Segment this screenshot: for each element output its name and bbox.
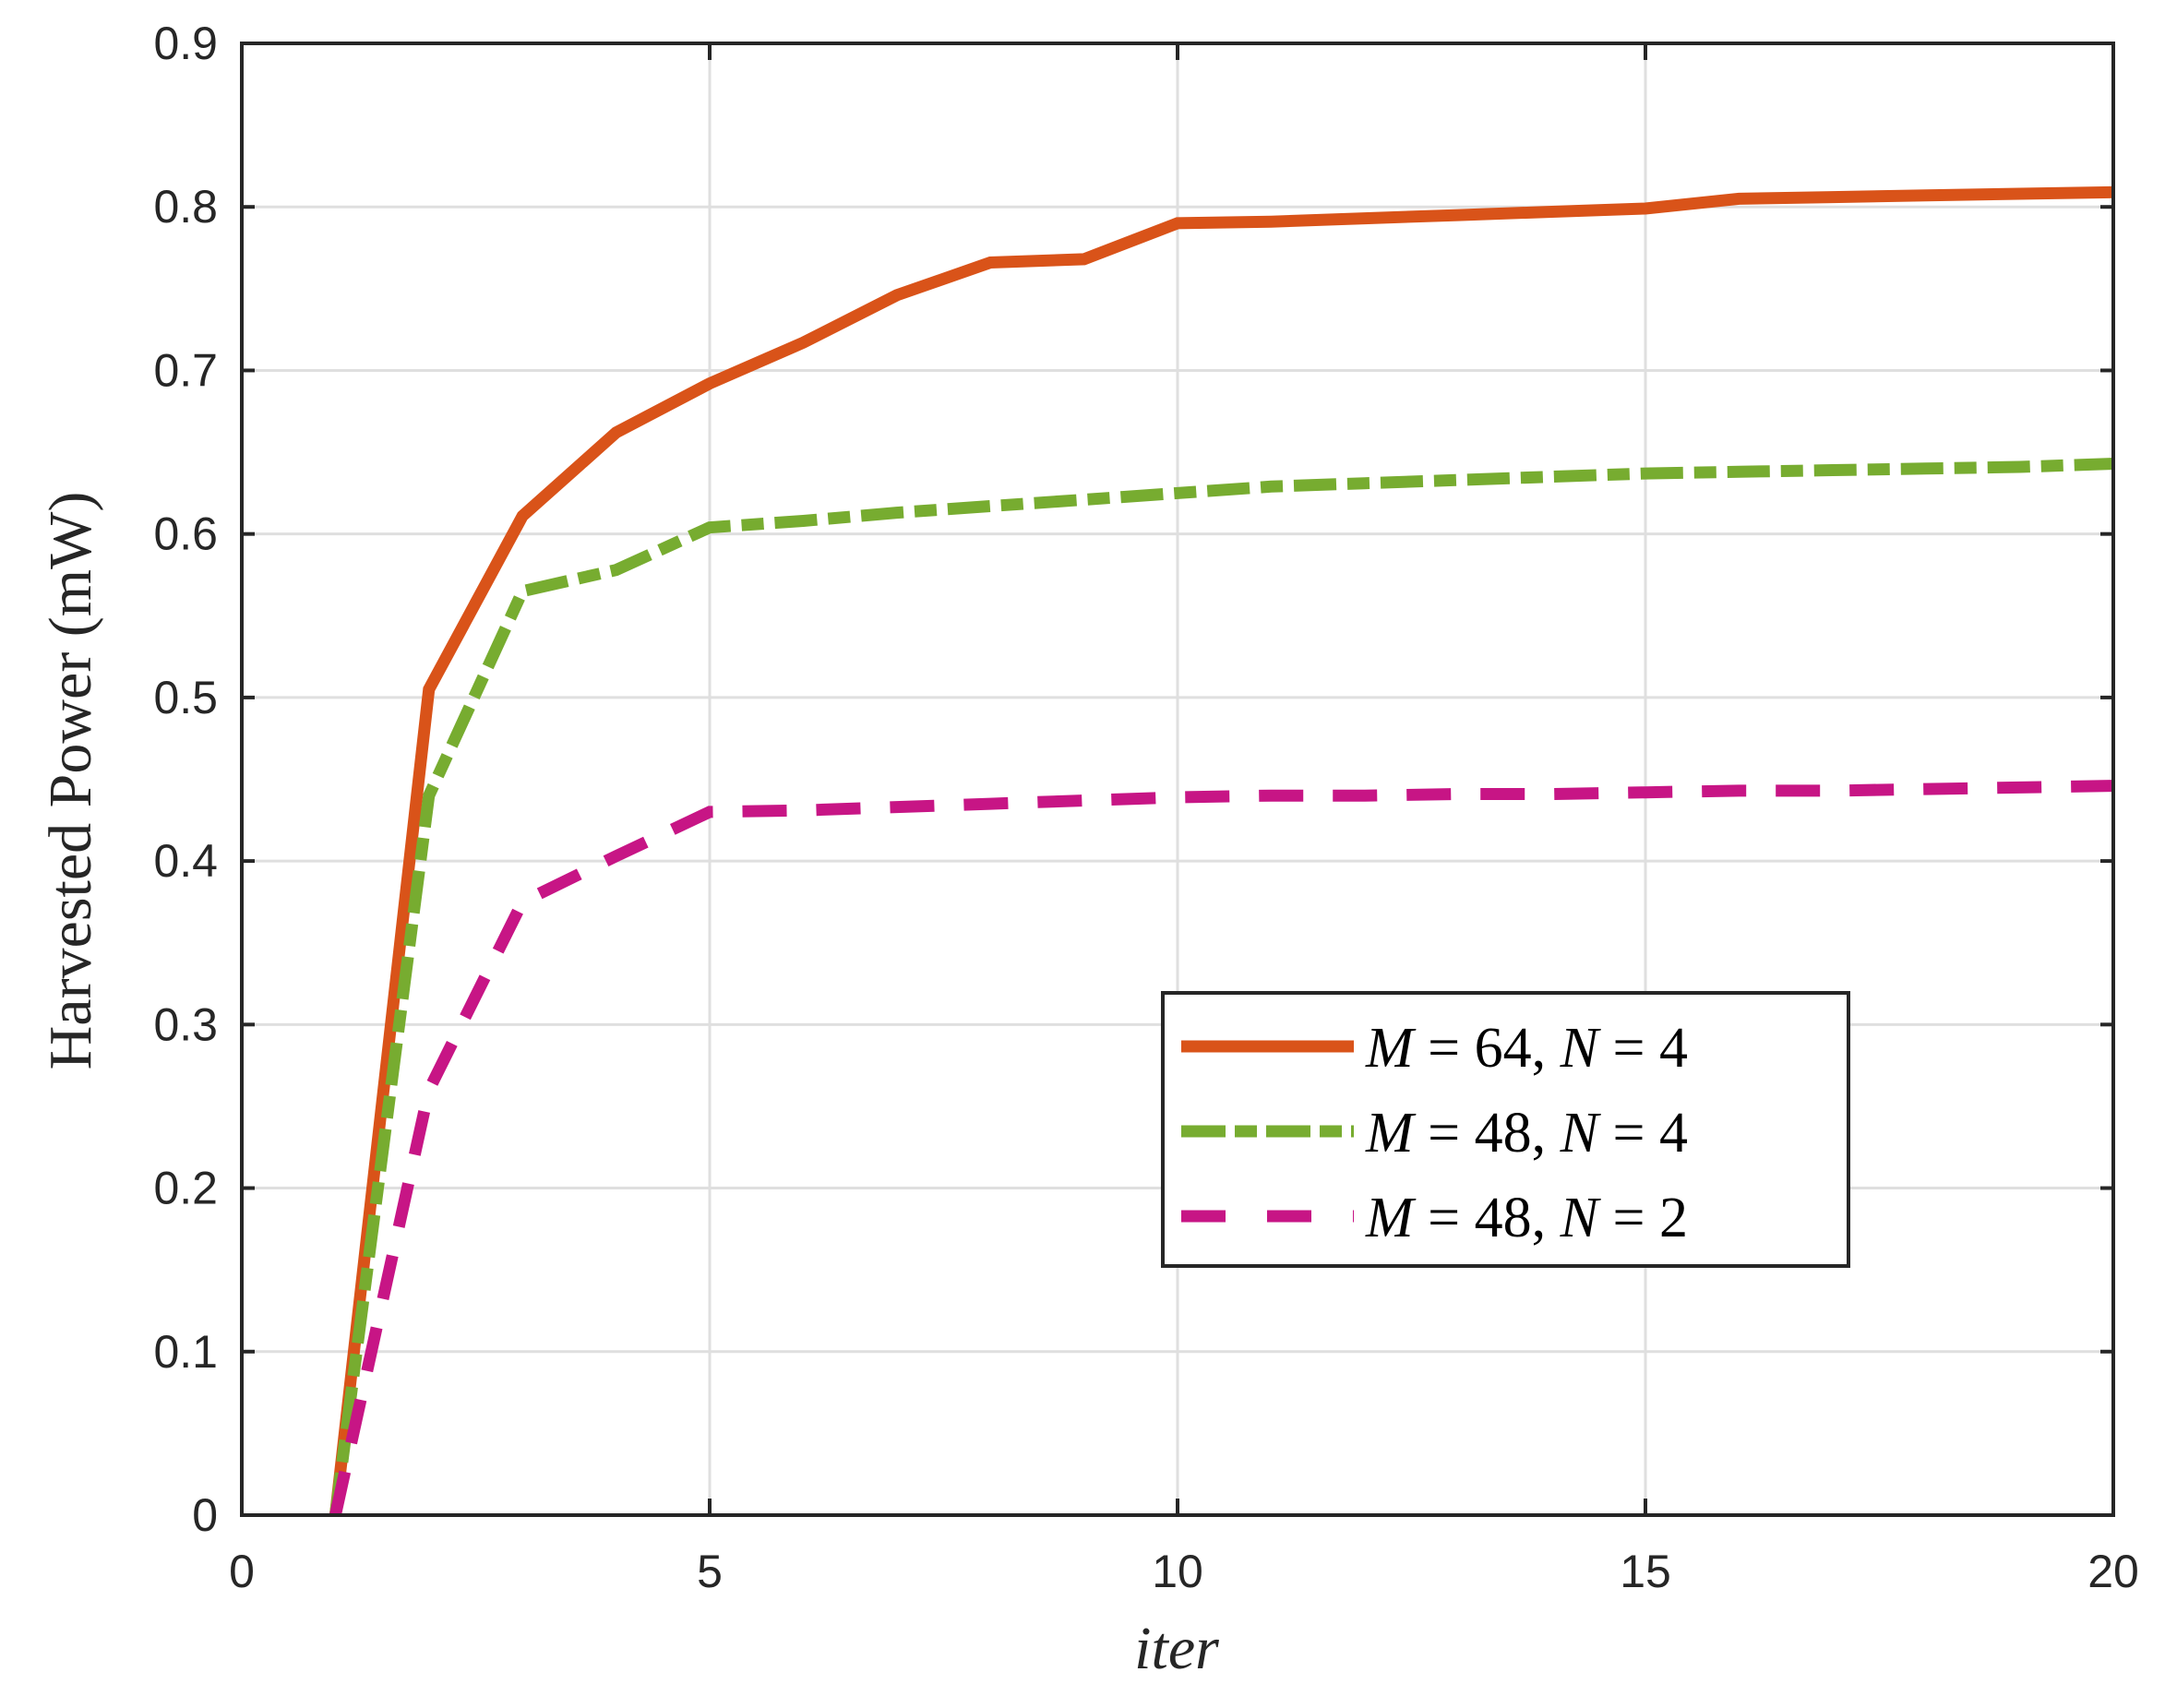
y-tick-label: 0.2: [153, 1163, 218, 1214]
y-axis-ticks: 0 0.1 0.2 0.3 0.4 0.5 0.6 0.7 0.8 0.9: [153, 18, 2113, 1541]
x-tick-label: 0: [229, 1546, 255, 1597]
y-tick-label: 0.6: [153, 508, 218, 560]
x-tick-label: 20: [2087, 1546, 2139, 1597]
x-tick-label: 15: [1620, 1546, 1671, 1597]
x-tick-label: 5: [697, 1546, 723, 1597]
series-line: [329, 458, 2114, 1516]
y-tick-label: 0.9: [153, 18, 218, 69]
y-tick-label: 0.3: [153, 998, 218, 1050]
y-tick-label: 0.4: [153, 835, 218, 887]
x-tick-label: 10: [1152, 1546, 1203, 1597]
y-tick-label: 0: [192, 1489, 218, 1541]
legend-label: M = 48, N = 2: [1365, 1187, 1688, 1249]
x-axis-ticks: 0 5 10 15 20: [229, 43, 2139, 1597]
grid-lines: [242, 43, 2113, 1515]
y-tick-label: 0.5: [153, 672, 218, 723]
y-axis-label: Harvested Power (mW): [37, 492, 104, 1070]
x-axis-label: iter: [1134, 1615, 1219, 1682]
legend: M = 64, N = 4 M = 48, N = 4 M = 48, N = 2: [1161, 991, 1850, 1268]
data-series: [329, 185, 2114, 1517]
y-tick-label: 0.1: [153, 1326, 218, 1378]
y-tick-label: 0.8: [153, 181, 218, 233]
series-line: [329, 780, 2114, 1517]
legend-label: M = 48, N = 4: [1365, 1102, 1688, 1165]
y-tick-label: 0.7: [153, 344, 218, 396]
series-line: [329, 185, 2114, 1516]
legend-label: M = 64, N = 4: [1365, 1017, 1688, 1080]
